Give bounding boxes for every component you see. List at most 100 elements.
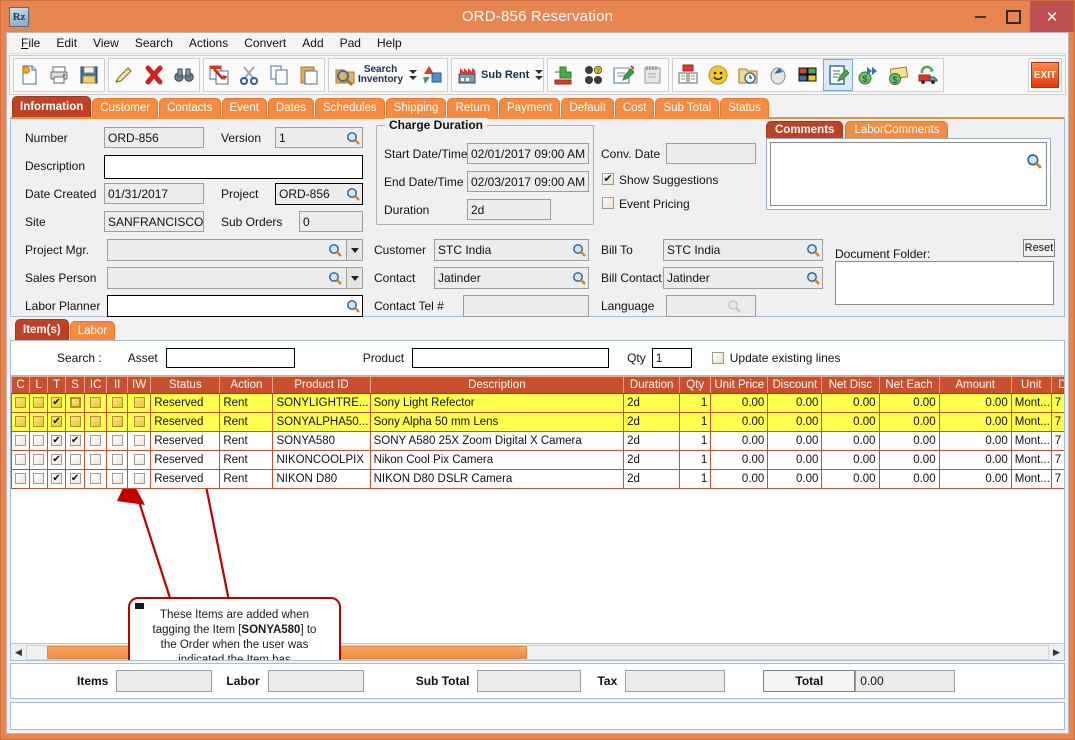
cell-d[interactable]: 7 (1050, 393, 1064, 413)
tab-subtotal[interactable]: Sub Total (655, 98, 720, 117)
checkbox-ic-icon[interactable] (90, 435, 102, 447)
checkbox-c-icon[interactable] (15, 416, 27, 428)
duration-field[interactable]: 2d (467, 199, 551, 220)
project-mgr-search-icon[interactable] (328, 243, 342, 257)
crates-icon[interactable] (793, 59, 823, 91)
cell-checkbox-c[interactable] (11, 412, 31, 432)
cell-amount[interactable]: 0.00 (938, 450, 1012, 470)
cell-description[interactable]: Sony Light Refector (369, 393, 625, 413)
comments-search-icon[interactable] (1026, 153, 1042, 169)
cell-duration[interactable]: 2d (623, 393, 681, 413)
checkbox-c-icon[interactable] (15, 454, 27, 466)
cell-action[interactable]: Rent (219, 431, 274, 451)
search-inventory-dropdown-icon[interactable] (408, 70, 417, 80)
checkbox-ii-icon[interactable] (111, 397, 123, 409)
cell-net_each[interactable]: 0.00 (878, 450, 940, 470)
show-suggestions-checkbox[interactable]: ✔ (602, 172, 614, 185)
checkbox-s-icon[interactable]: ✔ (69, 435, 81, 447)
checkbox-ic-icon[interactable] (90, 416, 102, 428)
contact-field[interactable]: Jatinder (434, 267, 589, 289)
customer-search-icon[interactable] (572, 243, 586, 257)
menu-search[interactable]: Search (134, 36, 173, 50)
comments-box[interactable] (766, 138, 1051, 210)
sales-person-field[interactable] (107, 267, 363, 289)
start-datetime-field[interactable]: 02/01/2017 09:00 AM (467, 143, 589, 164)
cell-checkbox-c[interactable] (11, 450, 31, 470)
cell-unit_price[interactable]: 0.00 (710, 469, 769, 489)
tab-comments[interactable]: Comments (766, 121, 844, 138)
column-header-ii[interactable]: II (106, 376, 129, 394)
checkbox-s-icon[interactable]: ✔ (69, 473, 81, 485)
cell-checkbox-t[interactable]: ✔ (47, 450, 67, 470)
project-field[interactable]: ORD-856 (275, 183, 363, 205)
tab-items[interactable]: Item(s) (15, 319, 69, 340)
paste-icon[interactable] (294, 59, 324, 91)
column-header-t[interactable]: T (47, 376, 67, 394)
labor-planner-field[interactable] (107, 295, 363, 317)
cell-checkbox-iw[interactable] (127, 450, 152, 470)
cell-checkbox-c[interactable] (11, 469, 31, 489)
cell-action[interactable]: Rent (219, 393, 274, 413)
cell-checkbox-t[interactable]: ✔ (47, 431, 67, 451)
cell-amount[interactable]: 0.00 (938, 469, 1012, 489)
menu-add[interactable]: Add (302, 36, 324, 50)
truck-delivery-icon[interactable] (913, 59, 943, 91)
checkbox-iw-icon[interactable] (133, 397, 145, 409)
cell-checkbox-l[interactable] (29, 469, 49, 489)
end-datetime-field[interactable]: 02/03/2017 09:00 AM (467, 171, 589, 192)
language-search-icon[interactable] (727, 299, 741, 313)
project-search-icon[interactable] (346, 187, 360, 201)
checkbox-c-icon[interactable] (15, 397, 27, 409)
menu-pad[interactable]: Pad (339, 36, 361, 50)
site-field[interactable]: SANFRANCISCO (104, 211, 204, 232)
cell-amount[interactable]: 0.00 (938, 412, 1012, 432)
scroll-right-icon[interactable]: ▶ (1053, 646, 1060, 657)
column-header-d[interactable]: D (1050, 376, 1064, 394)
cell-unit[interactable]: Mont... (1010, 412, 1052, 432)
cell-unit[interactable]: Mont... (1010, 431, 1052, 451)
checkbox-c-icon[interactable] (15, 473, 27, 485)
column-header-s[interactable]: S (65, 376, 86, 394)
tab-cost[interactable]: Cost (614, 98, 655, 117)
cell-product_id[interactable]: NIKON D80 (272, 469, 371, 489)
notepad-icon[interactable] (638, 59, 668, 91)
cell-product_id[interactable]: SONYA580 (272, 431, 371, 451)
labor-planner-search-icon[interactable] (346, 299, 360, 313)
document-folder-field[interactable] (835, 261, 1054, 305)
bill-contact-search-icon[interactable] (806, 271, 820, 285)
cell-unit_price[interactable]: 0.00 (710, 450, 769, 470)
cell-unit[interactable]: Mont... (1010, 469, 1052, 489)
qty-input[interactable]: 1 (651, 348, 692, 368)
labor-total-field[interactable] (267, 670, 364, 692)
version-search-icon[interactable] (346, 131, 360, 145)
cell-qty[interactable]: 1 (679, 450, 712, 470)
checkbox-ic-icon[interactable] (90, 473, 102, 485)
cell-net_disc[interactable]: 0.00 (821, 393, 880, 413)
column-header-c[interactable]: C (11, 376, 31, 394)
cell-checkbox-s[interactable]: ✔ (65, 431, 86, 451)
scroll-left-icon[interactable]: ◀ (15, 646, 22, 657)
bill-to-field[interactable]: STC India (663, 239, 823, 261)
cell-discount[interactable]: 0.00 (767, 450, 823, 470)
smiley-icon[interactable] (703, 59, 733, 91)
cell-checkbox-c[interactable] (11, 431, 31, 451)
table-row[interactable]: ✔ Reserved Rent SONYLIGHTRE... Sony Light Re… (11, 393, 1064, 413)
bill-contact-field[interactable]: Jatinder (663, 267, 823, 289)
tab-shipping[interactable]: Shipping (385, 98, 447, 117)
sub-orders-field[interactable]: 0 (299, 211, 363, 232)
cell-net_each[interactable]: 0.00 (878, 412, 940, 432)
tab-event[interactable]: Event (221, 98, 267, 117)
cell-net_disc[interactable]: 0.00 (821, 450, 880, 470)
conv-date-field[interactable] (666, 143, 756, 164)
binoculars-icon[interactable] (169, 59, 199, 91)
cell-duration[interactable]: 2d (623, 431, 681, 451)
product-input[interactable] (412, 348, 610, 368)
reports-icon[interactable] (673, 59, 703, 91)
add-remove-icon[interactable] (548, 59, 578, 91)
sub-rent-dropdown-icon[interactable] (534, 70, 543, 80)
inventory-arrow-icon[interactable] (417, 59, 447, 91)
column-header-action[interactable]: Action (219, 376, 274, 394)
cell-checkbox-ii[interactable] (106, 469, 129, 489)
folder-clock-icon[interactable] (733, 59, 763, 91)
checklist-edit-icon[interactable] (823, 59, 854, 91)
